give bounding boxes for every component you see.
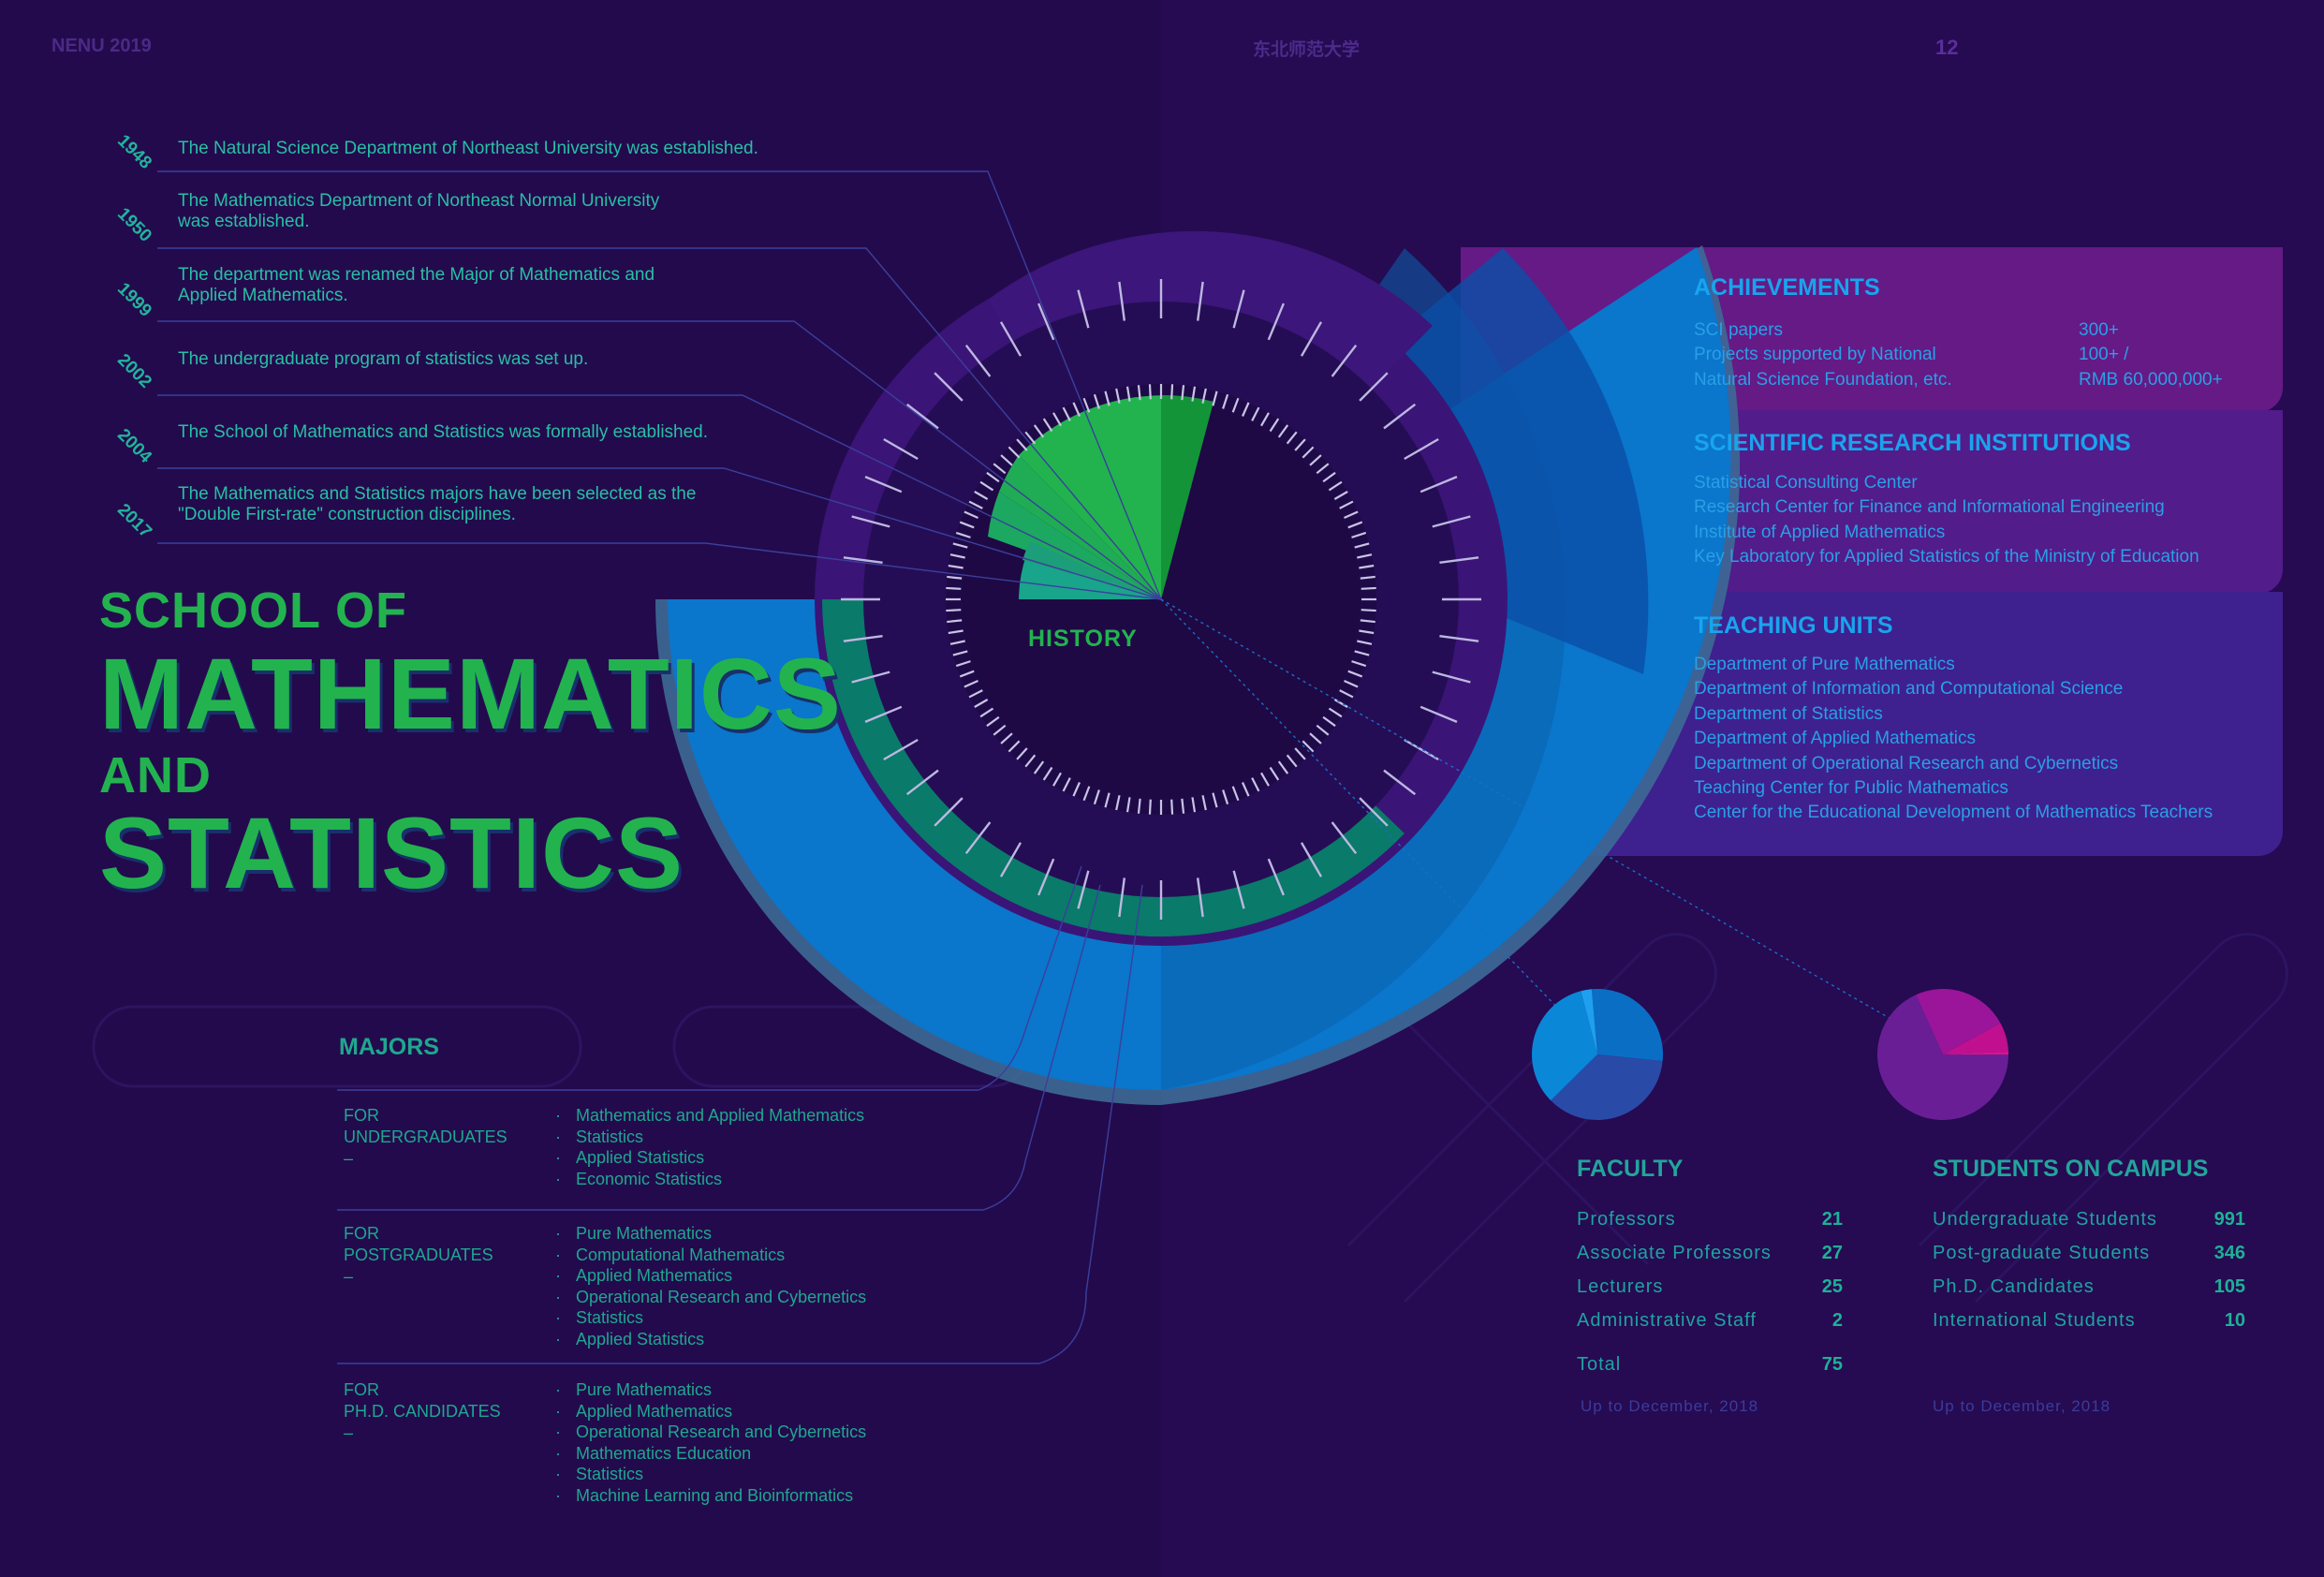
teaching-title: TEACHING UNITS	[1694, 612, 1893, 639]
history-event-text: The Mathematics Department of Northeast …	[178, 191, 660, 231]
pie-slice	[1876, 995, 2008, 1121]
students-title: STUDENTS ON CAMPUS	[1933, 1156, 2209, 1182]
history-event-text: The School of Mathematics and Statistics…	[178, 422, 709, 442]
history-event-text: The Natural Science Department of Northe…	[178, 139, 758, 158]
students-note: Up to December, 2018	[1933, 1397, 2111, 1415]
research-list: Statistical Consulting Center Research C…	[1694, 473, 2199, 567]
faculty-row-value: 27	[1821, 1243, 1843, 1263]
achievements-title: ACHIEVEMENTS	[1694, 274, 1880, 301]
students-row-label: International Students	[1933, 1310, 2136, 1331]
faculty-row-value: 2	[1831, 1310, 1843, 1331]
school-title: SCHOOL OF MATHEMATICS AND STATISTICS	[99, 585, 842, 904]
page-number: 12	[1935, 36, 1959, 59]
faculty-row-label: Professors	[1577, 1209, 1676, 1230]
students-row-value: 991	[2214, 1209, 2245, 1230]
header-logo-text: 东北师范大学	[1253, 39, 1361, 60]
achievements-list: SCI papers Projects supported by Nationa…	[1694, 320, 1952, 390]
history-label: HISTORY	[1028, 626, 1138, 652]
students-row-value: 10	[2224, 1310, 2245, 1331]
title-line-mathematics: MATHEMATICS	[99, 637, 842, 750]
faculty-total-label: Total	[1577, 1354, 1622, 1375]
header-left: NENU 2019	[51, 36, 152, 56]
faculty-title: FACULTY	[1577, 1156, 1684, 1182]
students-row-label: Post-graduate Students	[1933, 1243, 2151, 1263]
faculty-note: Up to December, 2018	[1581, 1397, 1759, 1415]
students-row-value: 346	[2214, 1243, 2245, 1263]
majors-group-list: Pure MathematicsApplied MathematicsOpera…	[555, 1379, 866, 1506]
students-row-label: Ph.D. Candidates	[1933, 1276, 2095, 1297]
achievements-values: 300+ 100+ / RMB 60,000,000+	[2079, 320, 2223, 390]
pie-slice	[1591, 989, 1663, 1062]
pie-slice	[1581, 989, 1597, 1054]
faculty-row-value: 25	[1821, 1276, 1843, 1297]
teaching-list: Department of Pure Mathematics Departmen…	[1694, 655, 2214, 823]
students-row-label: Undergraduate Students	[1933, 1209, 2157, 1230]
faculty-row-label: Administrative Staff	[1577, 1310, 1757, 1331]
faculty-row-label: Lecturers	[1577, 1276, 1664, 1297]
faculty-total-value: 75	[1821, 1354, 1843, 1375]
pie-slice	[1916, 989, 2001, 1054]
faculty-row-value: 21	[1821, 1209, 1843, 1230]
majors-title: MAJORS	[339, 1034, 439, 1060]
pie-slice	[1943, 1051, 2008, 1054]
majors-group-label: FOR UNDERGRADUATES –	[344, 1106, 507, 1168]
faculty-row-label: Associate Professors	[1577, 1243, 1772, 1263]
history-event-text: The department was renamed the Major of …	[178, 265, 655, 305]
history-event-text: The undergraduate program of statistics …	[178, 349, 589, 369]
pie-slice	[1943, 1023, 2008, 1054]
faculty-pie	[1532, 989, 1663, 1120]
pie-slice	[1551, 1054, 1663, 1120]
pie-slice	[1532, 991, 1597, 1101]
title-line-and: AND	[99, 747, 212, 803]
research-title: SCIENTIFIC RESEARCH INSTITUTIONS	[1694, 430, 2131, 456]
title-line-school-of: SCHOOL OF	[99, 582, 408, 639]
majors-group-label: FOR PH.D. CANDIDATES –	[344, 1380, 501, 1442]
students-pie	[1876, 989, 2008, 1121]
majors-group-list: Mathematics and Applied MathematicsStati…	[555, 1105, 864, 1189]
majors-group-list: Pure MathematicsComputational Mathematic…	[555, 1223, 866, 1349]
students-row-value: 105	[2214, 1276, 2245, 1297]
title-line-statistics: STATISTICS	[99, 796, 684, 909]
history-event-text: The Mathematics and Statistics majors ha…	[178, 484, 697, 524]
majors-group-label: FOR POSTGRADUATES –	[344, 1224, 493, 1286]
